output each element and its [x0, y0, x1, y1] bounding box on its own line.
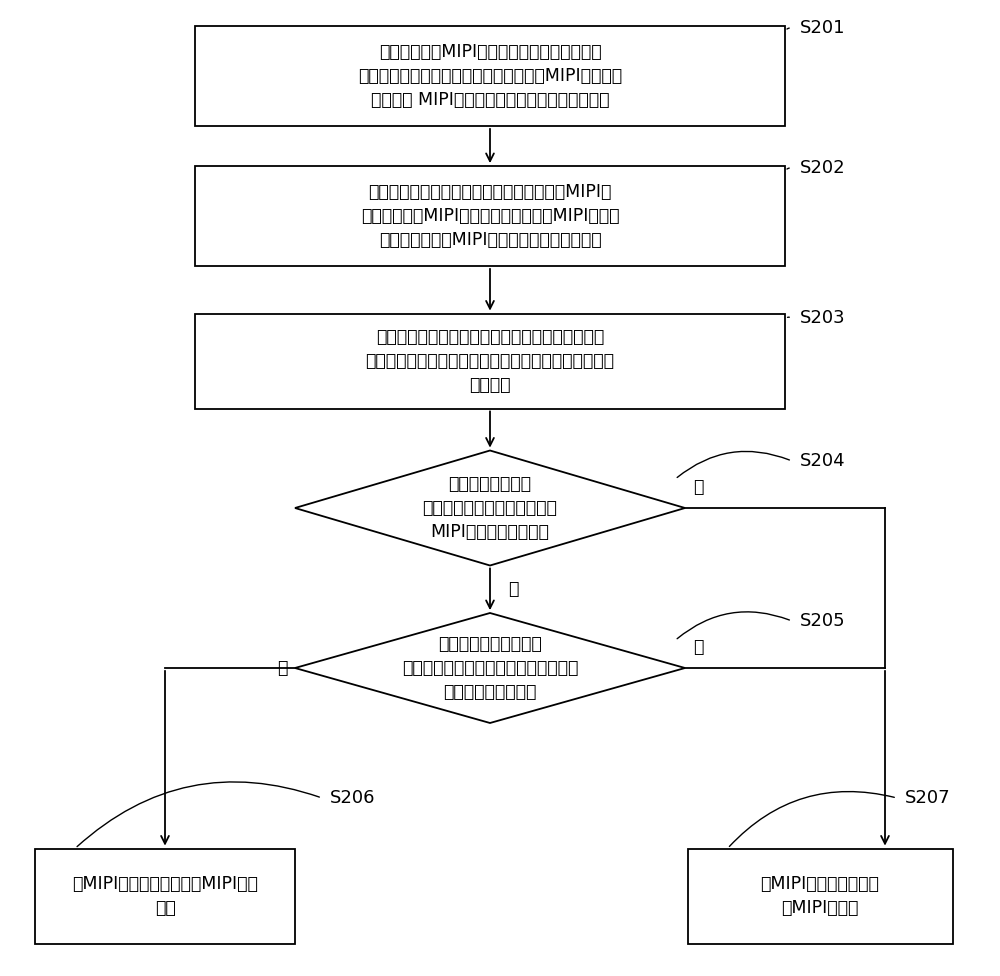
Text: S204: S204	[800, 452, 846, 470]
Text: 将MIPI的工作频率调整
为MIPI主频率: 将MIPI的工作频率调整 为MIPI主频率	[761, 875, 879, 916]
Text: 否: 否	[693, 638, 703, 656]
Text: 是: 是	[508, 581, 518, 598]
Bar	[195, 166, 785, 266]
Text: 在预设时间间隔内，通过多次采样获取终端通信时
的射频信息，以确定所述射频信息中当前信道信号强度
的最小值: 在预设时间间隔内，通过多次采样获取终端通信时 的射频信息，以确定所述射频信息中当…	[366, 328, 614, 393]
Bar	[195, 26, 785, 126]
Bar	[35, 848, 295, 944]
Polygon shape	[295, 613, 685, 723]
Text: 根据所述干扰信道信息记录表，设置与所述MIPI主
频率相对应的MIPI备用频率，其中所述MIPI备用频
率的信道与所述MIPI主频率的干扰信道不重叠: 根据所述干扰信道信息记录表，设置与所述MIPI主 频率相对应的MIPI备用频率，…	[361, 183, 619, 249]
Text: 建立关于终端MIPI干扰情况的干扰信道信息记
录表，其中所述干扰信道信息记录表包括MIPI主频率、
以及所述 MIPI频率对应的干扰信道、及干扰程度: 建立关于终端MIPI干扰情况的干扰信道信息记 录表，其中所述干扰信道信息记录表包…	[358, 43, 622, 108]
Text: S202: S202	[800, 159, 846, 177]
Text: 是: 是	[277, 659, 287, 677]
Text: 判断当前信道信号强度
的最小值与所述干扰信道对的干扰程度
的差值是否小于阈值: 判断当前信道信号强度 的最小值与所述干扰信道对的干扰程度 的差值是否小于阈值	[402, 635, 578, 701]
Text: S207: S207	[905, 789, 951, 807]
Text: S206: S206	[330, 789, 376, 807]
Text: 判断所述当前信道
是否为干扰信道信息记录表中
MIPI主频率的干扰信道: 判断所述当前信道 是否为干扰信道信息记录表中 MIPI主频率的干扰信道	[423, 475, 557, 541]
Bar	[195, 313, 785, 409]
Text: S203: S203	[800, 309, 846, 327]
Text: S205: S205	[800, 612, 846, 630]
Bar	[688, 848, 952, 944]
Text: 否: 否	[693, 478, 703, 496]
Polygon shape	[295, 451, 685, 565]
Text: 将MIPI的工作频率调整为MIPI备用
频率: 将MIPI的工作频率调整为MIPI备用 频率	[72, 875, 258, 916]
Text: S201: S201	[800, 19, 846, 37]
